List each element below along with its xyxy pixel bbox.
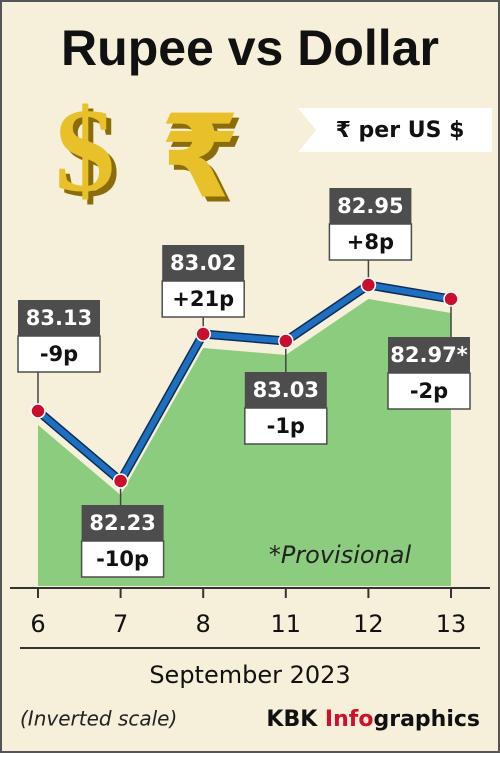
price-label: 82.97* [390,343,467,367]
svg-text:$: $ [60,89,120,222]
price-label: 83.03 [253,378,319,402]
point [278,333,294,349]
svg-text:₹: ₹ [165,96,245,230]
point [30,403,46,419]
point [360,277,377,293]
label-box-top [18,300,100,336]
change-label: -2p [410,379,448,403]
x-tick-label: 13 [436,610,467,638]
scale-note: (Inverted scale) [20,707,177,731]
label-box-top [388,337,470,373]
price-label: 83.13 [26,306,92,330]
price-label: 83.02 [170,251,236,275]
label-box-bottom [387,372,471,410]
change-label: -10p [96,547,149,571]
point [195,326,211,342]
point [443,291,459,307]
currency-icons: $ $ ₹ ₹ [55,84,245,230]
label-box-top [162,245,245,281]
label-box-bottom [161,280,245,318]
credit: KBK Infographics [266,707,480,732]
line [36,282,452,484]
change-label: -9p [40,342,78,366]
price-label: 82.95 [337,194,403,218]
credit-part: graphics [373,707,480,732]
point [112,473,129,489]
x-tick-label: 7 [113,610,128,638]
label-box-bottom [17,335,101,373]
credit-part: KBK [266,707,325,732]
label-box-top [244,372,327,408]
label-box-bottom [244,407,328,445]
label-box-bottom [80,540,165,578]
subtitle-box [298,108,492,152]
change-label: +8p [347,230,394,254]
x-tick-label: 12 [353,610,384,638]
svg-text:$: $ [55,84,115,217]
x-axis-label: September 2023 [149,661,350,689]
change-label: -1p [267,414,305,438]
label-box-top [329,188,412,224]
svg-text:₹: ₹ [160,91,240,225]
credit-part: Info [325,707,374,732]
label-box-top [81,505,164,541]
x-tick-label: 6 [30,610,45,638]
change-label: +21p [172,287,234,311]
subtitle: ₹ per US $ [336,118,465,143]
price-label: 82.23 [89,511,155,535]
x-tick-label: 8 [196,610,211,638]
label-box-bottom [328,223,413,261]
x-tick-label: 11 [271,610,302,638]
chart-title: Rupee vs Dollar [61,20,439,76]
note: *Provisional [269,541,412,569]
